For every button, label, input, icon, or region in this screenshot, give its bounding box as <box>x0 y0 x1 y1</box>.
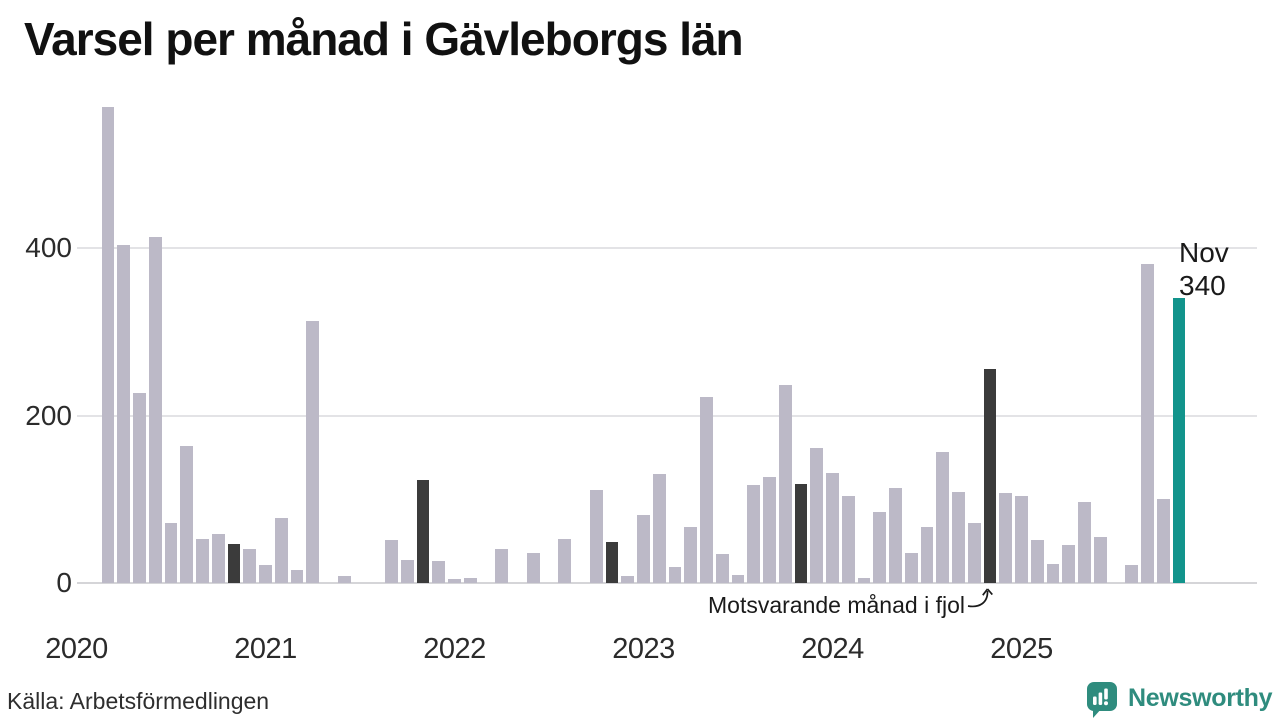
bar-2025-01 <box>1015 495 1028 583</box>
gridline-400 <box>77 247 1257 249</box>
bar-2022-04 <box>495 548 509 583</box>
bar-2024-08 <box>936 451 950 583</box>
bar-2025-03 <box>1046 563 1060 583</box>
bar-2022-01 <box>448 578 461 583</box>
bar-2021-11 <box>416 479 430 583</box>
x-axis-label-2021: 2021 <box>234 633 297 665</box>
newsworthy-brand: Newsworthy <box>1086 681 1273 719</box>
source-caption: Källa: Arbetsförmedlingen <box>7 688 270 714</box>
bar-2025-04 <box>1062 545 1076 583</box>
bar-2023-10 <box>778 385 792 583</box>
bar-2020-12 <box>243 548 257 583</box>
bar-2025-09 <box>1141 263 1154 583</box>
bar-2021-04 <box>306 320 320 583</box>
bar-2023-02 <box>652 474 666 583</box>
x-axis-label-2020: 2020 <box>45 633 108 665</box>
bar-2024-03 <box>857 577 871 583</box>
x-axis-label-2022: 2022 <box>423 633 486 665</box>
annotation-arrow-icon <box>967 588 993 608</box>
current-bar-label-value: 340 <box>1179 270 1226 301</box>
newsworthy-wordmark: Newsworthy <box>1128 683 1273 712</box>
current-bar-label: Nov 340 <box>1179 236 1229 302</box>
y-axis-label-0: 0 <box>56 567 72 598</box>
bar-2020-03 <box>101 107 115 583</box>
bar-2025-05 <box>1078 501 1091 583</box>
bar-2023-04 <box>684 526 698 583</box>
y-axis-label-400: 400 <box>25 232 72 263</box>
bar-2022-02 <box>463 577 477 583</box>
bar-2024-02 <box>841 495 855 583</box>
bar-2023-11 <box>794 484 808 583</box>
gridline-0 <box>77 582 1257 584</box>
bar-2020-05 <box>133 392 146 583</box>
chart-title: Varsel per månad i Gävleborgs län <box>24 13 744 65</box>
annotation-text: Motsvarande månad i fjol <box>708 592 965 618</box>
bar-2021-03 <box>290 569 304 583</box>
bar-2021-10 <box>400 559 414 583</box>
bar-2022-08 <box>558 538 572 583</box>
bar-2021-12 <box>432 561 446 583</box>
bar-2020-07 <box>164 522 178 583</box>
bar-2024-05 <box>889 488 902 583</box>
x-axis-label-2025: 2025 <box>990 633 1053 665</box>
bar-2022-10 <box>589 490 603 583</box>
bar-2022-11 <box>605 541 619 583</box>
bar-2021-09 <box>385 540 398 583</box>
bar-2024-12 <box>999 493 1013 583</box>
bar-2020-06 <box>148 237 162 583</box>
bar-2020-10 <box>211 534 225 583</box>
bar-2023-03 <box>668 567 682 583</box>
bar-2024-07 <box>920 526 934 583</box>
bar-2024-11 <box>983 369 997 583</box>
bar-2024-01 <box>826 473 839 583</box>
y-axis-label-200: 200 <box>25 399 72 431</box>
bar-2025-02 <box>1030 540 1044 583</box>
bar-2020-11 <box>227 544 241 583</box>
bar-2021-06 <box>337 576 351 583</box>
newsworthy-logo-icon <box>1087 682 1117 718</box>
x-axis-label-2024: 2024 <box>801 633 864 665</box>
bar-2023-12 <box>810 448 824 583</box>
current-bar-label-month: Nov <box>1179 237 1229 268</box>
bar-2022-06 <box>526 552 540 583</box>
bar-2025-10 <box>1156 499 1170 583</box>
bar-2020-04 <box>117 245 131 583</box>
bar-2023-08 <box>747 485 761 583</box>
bar-2022-12 <box>621 576 635 583</box>
x-axis-label-2023: 2023 <box>612 633 675 665</box>
bar-2023-05 <box>700 397 713 583</box>
bar-2024-09 <box>952 491 965 583</box>
bar-2024-10 <box>967 522 981 583</box>
gridline-200 <box>77 414 1257 417</box>
bar-2023-06 <box>715 553 729 583</box>
bar-2020-08 <box>180 446 194 583</box>
bar-2021-02 <box>274 517 288 583</box>
bar-2023-07 <box>731 575 745 583</box>
bar-2024-06 <box>904 552 918 583</box>
bar-2025-06 <box>1093 536 1107 583</box>
bar-2023-01 <box>637 515 650 583</box>
bar-2025-11 <box>1172 298 1186 583</box>
bar-2021-01 <box>259 565 272 583</box>
bar-2025-08 <box>1125 564 1139 583</box>
bar-2024-04 <box>873 511 887 583</box>
bar-2023-09 <box>763 476 776 583</box>
bar-2020-09 <box>196 538 209 583</box>
